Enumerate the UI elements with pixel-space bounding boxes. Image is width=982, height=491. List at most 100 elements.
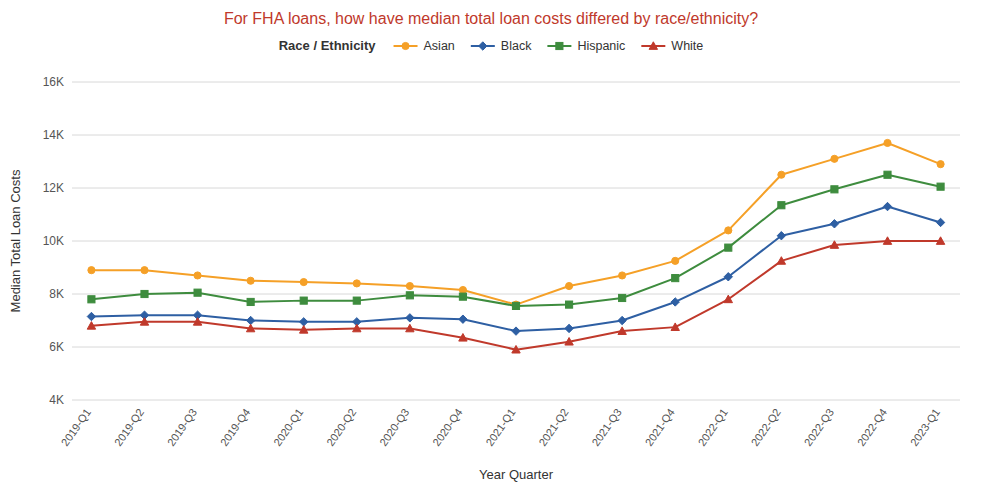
plot-area bbox=[87, 139, 945, 353]
marker bbox=[194, 272, 201, 279]
grid-line bbox=[72, 188, 960, 189]
marker bbox=[618, 327, 626, 335]
marker bbox=[353, 324, 361, 332]
x-tick-label: 2019-Q2 bbox=[112, 406, 146, 448]
x-tick-label: 2021-Q3 bbox=[589, 406, 623, 448]
x-axis-label: Year Quarter bbox=[479, 467, 554, 482]
legend-item: White bbox=[641, 39, 703, 53]
marker bbox=[671, 323, 679, 331]
marker bbox=[141, 290, 148, 297]
x-tick-label: 2019-Q4 bbox=[218, 406, 252, 448]
y-tick-label: 16K bbox=[43, 75, 64, 89]
marker bbox=[883, 202, 891, 210]
marker bbox=[193, 318, 201, 326]
marker bbox=[512, 302, 519, 309]
marker bbox=[936, 237, 944, 245]
x-tick-label: 2020-Q1 bbox=[271, 406, 305, 448]
legend-item: Asian bbox=[394, 39, 455, 53]
marker bbox=[619, 294, 626, 301]
grid-line bbox=[72, 135, 960, 136]
marker bbox=[777, 257, 785, 265]
marker bbox=[247, 277, 254, 284]
marker bbox=[724, 295, 732, 303]
x-tick-label: 2021-Q2 bbox=[536, 406, 570, 448]
series bbox=[88, 171, 944, 309]
y-axis-label: Median Total Loan Costs bbox=[8, 169, 23, 312]
marker bbox=[406, 282, 413, 289]
line bbox=[91, 175, 940, 306]
marker bbox=[406, 314, 414, 322]
marker bbox=[246, 324, 254, 332]
legend-item: Hispanic bbox=[547, 39, 625, 53]
x-tick-label: 2020-Q2 bbox=[324, 406, 358, 448]
marker bbox=[459, 286, 466, 293]
marker bbox=[884, 171, 891, 178]
legend-marker bbox=[479, 42, 487, 50]
marker bbox=[88, 296, 95, 303]
grid-line bbox=[72, 241, 960, 242]
marker bbox=[831, 186, 838, 193]
x-tick-label: 2023-Q1 bbox=[908, 406, 942, 448]
chart: For FHA loans, how have median total loa… bbox=[0, 0, 982, 491]
marker bbox=[884, 139, 891, 146]
x-tick-label: 2020-Q3 bbox=[377, 406, 411, 448]
marker bbox=[406, 292, 413, 299]
y-tick-label: 4K bbox=[49, 393, 64, 407]
marker bbox=[194, 289, 201, 296]
x-tick-label: 2020-Q4 bbox=[430, 406, 464, 448]
legend-label: Hispanic bbox=[577, 39, 625, 53]
x-tick-label: 2022-Q2 bbox=[749, 406, 783, 448]
line bbox=[91, 207, 940, 332]
marker bbox=[831, 155, 838, 162]
marker bbox=[566, 282, 573, 289]
marker bbox=[937, 183, 944, 190]
legend-marker bbox=[556, 42, 563, 49]
series bbox=[87, 237, 945, 353]
marker bbox=[777, 232, 785, 240]
marker bbox=[512, 345, 520, 353]
marker bbox=[778, 202, 785, 209]
marker bbox=[87, 312, 95, 320]
grid-line bbox=[72, 400, 960, 401]
marker bbox=[565, 324, 573, 332]
legend-label: Black bbox=[501, 39, 532, 53]
y-tick-label: 6K bbox=[49, 340, 64, 354]
marker bbox=[618, 316, 626, 324]
marker bbox=[883, 237, 891, 245]
marker bbox=[300, 326, 308, 334]
x-tick-label: 2019-Q1 bbox=[59, 406, 93, 448]
marker bbox=[671, 298, 679, 306]
marker bbox=[87, 322, 95, 330]
marker bbox=[459, 334, 467, 342]
marker bbox=[778, 171, 785, 178]
marker bbox=[459, 315, 467, 323]
legend: Race / Ethnicity Asian Black Hispanic White bbox=[279, 38, 704, 53]
marker bbox=[830, 220, 838, 228]
legend-title: Race / Ethnicity bbox=[279, 38, 377, 53]
legend-label: White bbox=[671, 39, 703, 53]
x-tick-label: 2022-Q1 bbox=[696, 406, 730, 448]
marker bbox=[830, 241, 838, 249]
marker bbox=[512, 327, 520, 335]
legend-item: Black bbox=[471, 39, 532, 53]
marker bbox=[566, 301, 573, 308]
x-tick-label: 2021-Q4 bbox=[642, 406, 676, 448]
x-tick-label: 2022-Q4 bbox=[855, 406, 889, 448]
marker bbox=[247, 298, 254, 305]
marker bbox=[459, 293, 466, 300]
line bbox=[91, 241, 940, 350]
marker bbox=[672, 257, 679, 264]
y-tick-label: 10K bbox=[43, 234, 64, 248]
marker bbox=[725, 227, 732, 234]
line bbox=[91, 143, 940, 305]
marker bbox=[565, 338, 573, 346]
y-tick-label: 14K bbox=[43, 128, 64, 142]
x-tick-label: 2022-Q3 bbox=[802, 406, 836, 448]
y-axis: 4K6K8K10K12K14K16K bbox=[43, 75, 960, 407]
marker bbox=[353, 280, 360, 287]
series bbox=[87, 202, 945, 335]
marker bbox=[353, 297, 360, 304]
y-tick-label: 12K bbox=[43, 181, 64, 195]
marker bbox=[672, 275, 679, 282]
marker bbox=[300, 297, 307, 304]
